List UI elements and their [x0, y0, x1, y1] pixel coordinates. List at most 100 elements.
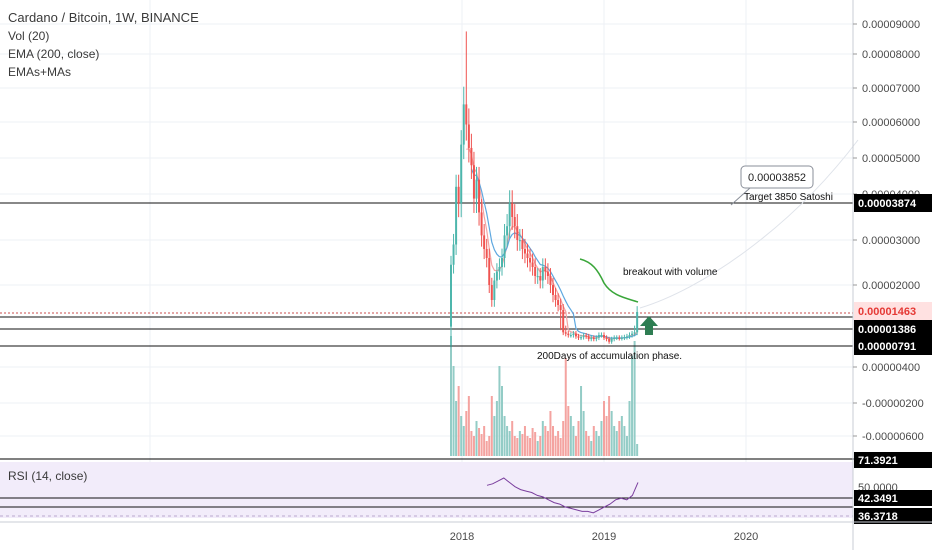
volume-bar — [562, 421, 565, 456]
time-tick-label: 2020 — [734, 531, 758, 543]
callout-value: 0.00003852 — [748, 172, 806, 184]
price-axis: 0.00009000 0.00008000 0.00007000 0.00006000… — [852, 0, 932, 550]
volume-bar — [485, 441, 488, 456]
candle — [628, 335, 631, 337]
volume-bar — [597, 436, 600, 456]
volume-bar — [559, 438, 562, 456]
volume-bar — [592, 426, 595, 456]
volume-bar — [603, 401, 605, 456]
candle — [572, 333, 575, 336]
candle — [472, 165, 475, 199]
price-label-box — [854, 302, 932, 320]
volume-bar — [577, 421, 580, 456]
volume-bar — [483, 426, 486, 456]
candle — [483, 235, 486, 249]
volume-bar — [478, 428, 481, 456]
volume-bar — [620, 416, 623, 456]
volume-bar — [625, 436, 628, 456]
time-tick-label: 2019 — [592, 531, 616, 543]
price-tick-label: -0.00000600 — [862, 431, 924, 443]
candle — [503, 235, 506, 258]
symbol-title: Cardano / Bitcoin, 1W, BINANCE — [8, 10, 199, 25]
price-label-box — [854, 320, 932, 338]
volume-bar — [521, 434, 524, 456]
volume-bar — [600, 421, 603, 456]
price-tick-label: -0.00000200 — [862, 398, 924, 410]
grid — [0, 0, 853, 520]
candle — [526, 253, 529, 258]
volume-bars — [450, 336, 639, 456]
candle — [513, 217, 516, 227]
volume-bar — [544, 426, 547, 456]
candle — [511, 203, 514, 217]
candle — [618, 337, 621, 339]
time-axis: 2018 2019 2020 — [0, 521, 932, 543]
volume-bar — [467, 396, 470, 456]
candle — [633, 332, 636, 334]
candle — [460, 144, 463, 204]
candle — [595, 337, 598, 340]
rsi-label[interactable]: RSI (14, close) — [8, 469, 88, 483]
candle — [631, 333, 634, 336]
volume-bar — [452, 366, 455, 456]
candle — [580, 337, 583, 339]
price-tick-label: 0.00003000 — [862, 235, 920, 247]
volume-bar — [534, 432, 537, 456]
candles — [450, 31, 639, 348]
candle — [490, 285, 493, 300]
candle — [521, 240, 524, 249]
candle — [559, 305, 562, 310]
candle — [610, 339, 613, 342]
price-label: 0.00003874 — [858, 198, 917, 210]
volume-bar — [513, 436, 516, 456]
volume-bar — [552, 426, 554, 456]
candle — [564, 332, 567, 334]
indicator-emas-mas[interactable]: EMAs+MAs — [8, 65, 72, 79]
volume-bar — [590, 441, 593, 456]
volume-bar — [580, 386, 583, 456]
horizontal-lines — [0, 202, 853, 347]
candle — [557, 300, 560, 305]
candle — [495, 271, 498, 281]
candle — [590, 337, 593, 340]
ema-green-line — [579, 258, 639, 303]
price-tick-label: 0.00005000 — [862, 153, 920, 165]
volume-bar — [574, 436, 577, 456]
candle — [625, 336, 628, 338]
volume-bar — [455, 401, 458, 456]
candle — [457, 186, 460, 204]
candle — [569, 335, 572, 337]
rsi-band — [0, 462, 853, 518]
candle — [582, 335, 585, 338]
volume-bar — [567, 406, 570, 456]
candle — [467, 124, 470, 148]
candle — [636, 312, 639, 333]
volume-bar — [564, 358, 567, 456]
breakout-label: breakout with volume — [623, 267, 718, 278]
volume-bar — [557, 431, 560, 456]
callout-box — [740, 165, 814, 189]
candle — [562, 310, 565, 333]
target-label: Target 3850 Satoshi — [744, 192, 833, 203]
candle — [603, 335, 605, 338]
price-label-box — [854, 194, 932, 212]
candle — [480, 212, 483, 236]
volume-bar — [628, 401, 631, 456]
indicator-ema[interactable]: EMA (200, close) — [8, 47, 100, 61]
time-tick-label: 2018 — [450, 531, 474, 543]
indicator-vol[interactable]: Vol (20) — [8, 29, 50, 43]
price-tick-label: 0.00009000 — [862, 19, 920, 31]
volume-bar — [526, 436, 529, 456]
candle — [475, 179, 478, 199]
volume-bar — [582, 411, 585, 456]
volume-bar — [536, 441, 539, 456]
volume-bar — [631, 356, 634, 456]
volume-bar — [508, 431, 511, 456]
volume-bar — [595, 431, 598, 456]
price-label: 0.00001386 — [858, 324, 916, 336]
volume-bar — [585, 431, 588, 456]
volume-bar — [623, 426, 626, 456]
volume-bar — [503, 416, 506, 456]
